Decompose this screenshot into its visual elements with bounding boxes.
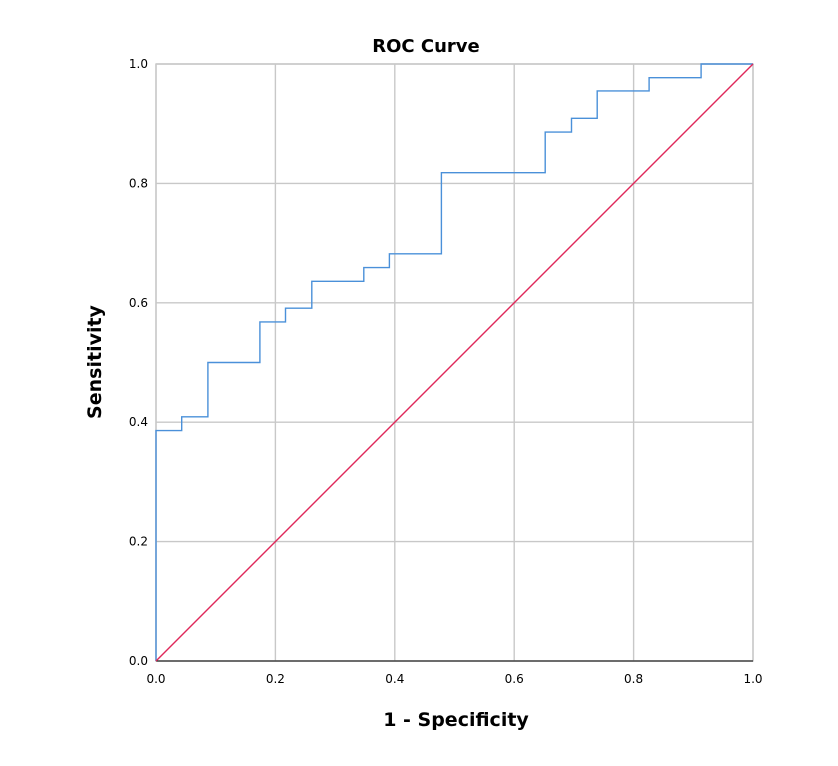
x-tick-label: 0.2 [266, 672, 285, 686]
x-tick-label: 0.4 [385, 672, 404, 686]
tick-layer: 0.0 0.2 0.4 0.6 0.8 1.0 0.0 0.2 0.4 0.6 0.8 1.0 [129, 57, 763, 686]
y-axis-title: Sensitivity [84, 304, 106, 418]
grid-layer [155, 63, 754, 662]
y-tick-label: 0.6 [129, 296, 148, 310]
y-tick-label: 0.2 [129, 535, 148, 549]
x-axis-title: 1 - Specificity [383, 709, 529, 731]
x-tick-label: 1.0 [743, 672, 762, 686]
y-tick-label: 0.8 [129, 176, 148, 190]
roc-curve-line [155, 63, 753, 661]
x-tick-label: 0.6 [505, 672, 524, 686]
y-tick-label: 0.4 [129, 415, 148, 429]
x-tick-label: 0.8 [624, 672, 643, 686]
series-layer [155, 63, 754, 662]
reference-diagonal-line [155, 63, 754, 662]
y-tick-label: 1.0 [129, 57, 148, 71]
y-tick-label: 0.0 [129, 654, 148, 668]
x-tick-label: 0.0 [146, 672, 165, 686]
chart-title: ROC Curve [372, 36, 479, 57]
